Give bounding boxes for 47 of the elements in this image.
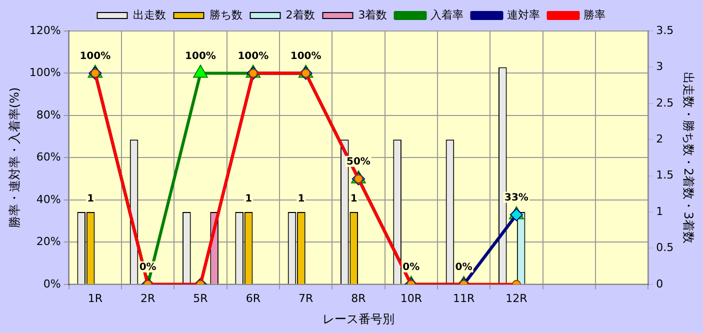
data-label: 100% (290, 50, 322, 62)
y2-tick-label: 2 (656, 132, 664, 146)
data-label: 50% (346, 156, 370, 168)
y2-tick-label: 1.5 (656, 168, 674, 182)
x-axis-title: レース番号別 (322, 312, 394, 326)
x-tick-label: 10R (400, 292, 422, 305)
data-label: 1 (298, 194, 305, 205)
x-tick-label: 8R (351, 292, 366, 305)
x-tick-label: 6R (246, 292, 261, 305)
data-label: 0% (139, 262, 156, 273)
y-tick-label: 20% (36, 235, 61, 248)
legend-label: 3着数 (358, 8, 388, 22)
x-tick-label: 11R (452, 292, 475, 305)
y2-axis-title: 出走数・勝ち数・2着数・3着数 (682, 72, 696, 244)
data-label: 1 (350, 194, 358, 205)
legend-label: 入着率 (430, 8, 464, 22)
data-label: 33% (504, 192, 528, 204)
data-label: 100% (80, 50, 111, 62)
x-tick-label: 1R (88, 292, 103, 305)
y-tick-label: 80% (36, 108, 61, 122)
data-label: 0% (455, 262, 472, 273)
data-label: 1 (245, 194, 252, 205)
y2-tick-label: 0.5 (656, 241, 674, 254)
y-tick-label: 120% (29, 24, 61, 37)
data-label: 1 (87, 194, 94, 205)
x-tick-label: 2R (140, 292, 156, 305)
y2-tick-label: 3.5 (656, 24, 674, 37)
y-tick-label: 100% (29, 66, 61, 80)
x-tick-label: 7R (298, 292, 314, 305)
legend-label: 勝率 (584, 8, 606, 22)
data-label: 0% (402, 262, 420, 273)
data-label: 100% (238, 50, 269, 62)
y-tick-label: 60% (36, 150, 61, 164)
x-tick-label: 5R (193, 292, 208, 305)
legend-label: 連対率 (507, 8, 540, 22)
y-tick-label: 0% (43, 277, 61, 290)
data-label: 100% (185, 50, 216, 62)
y-axis-title: 勝率・連対率・入着率(%) (7, 87, 22, 228)
y-tick-label: 40% (36, 192, 61, 206)
legend-label: 出走数 (132, 8, 166, 22)
legend-label: 2着数 (286, 8, 315, 22)
legend-label: 勝ち数 (209, 8, 242, 22)
y2-tick-label: 1 (656, 204, 664, 218)
y2-tick-label: 0 (656, 277, 664, 290)
y2-tick-label: 3 (656, 60, 664, 74)
x-tick-label: 12R (506, 292, 528, 305)
y2-tick-label: 2.5 (656, 96, 674, 110)
